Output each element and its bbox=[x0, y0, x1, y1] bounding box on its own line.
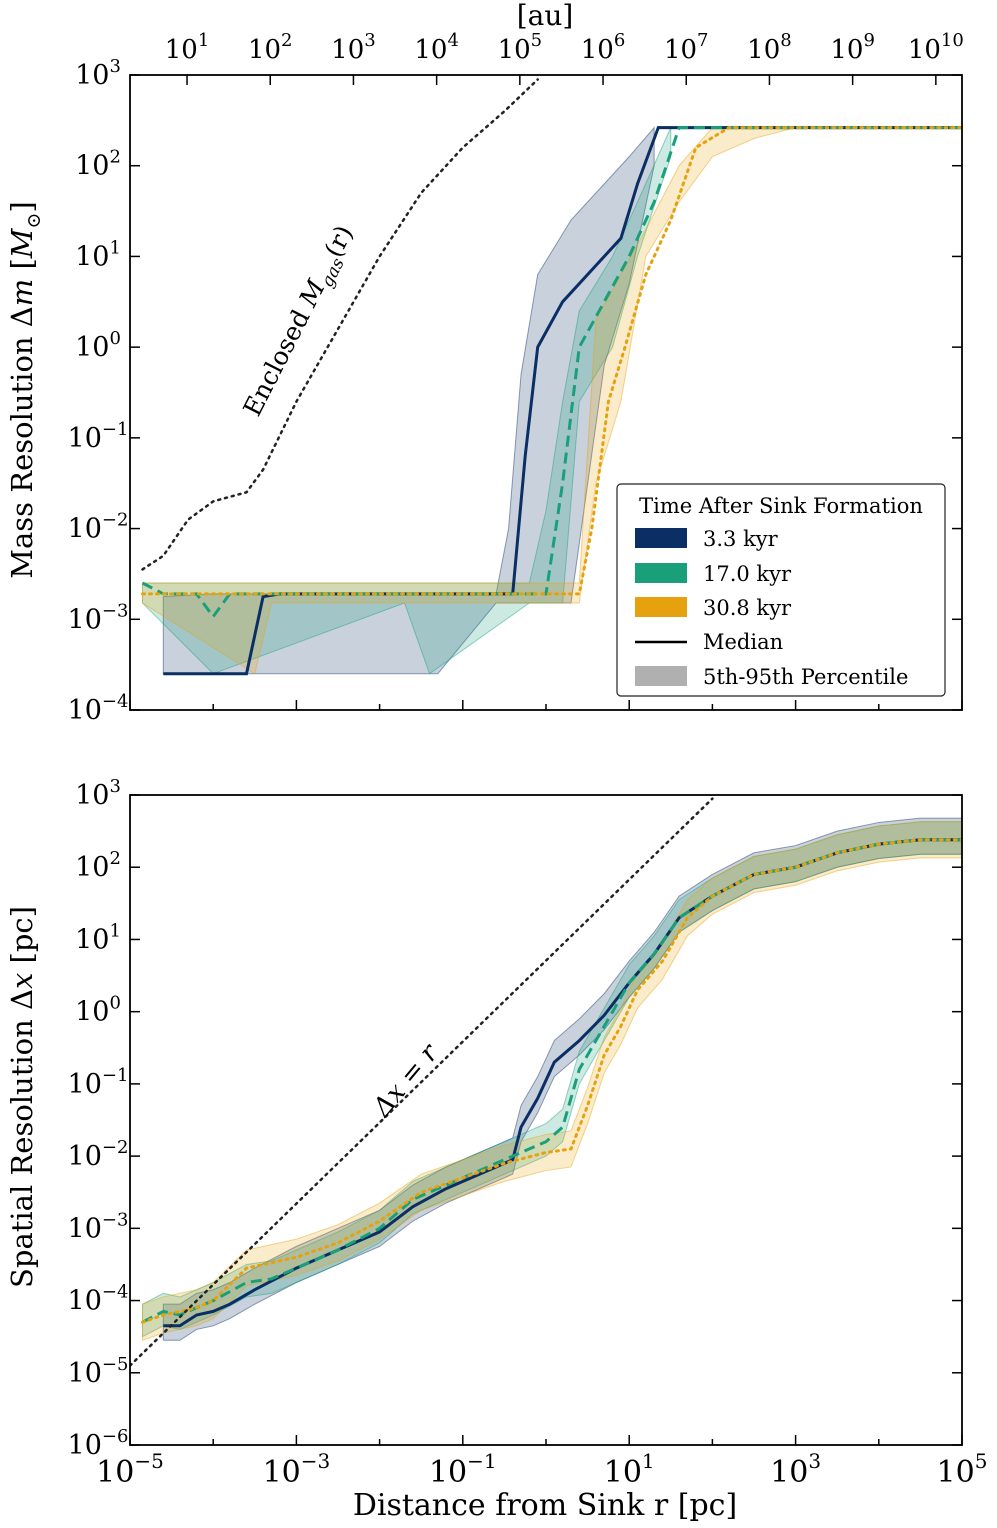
x-tick-label-1: 10−3 bbox=[263, 1449, 331, 1490]
top-tick-label-4: 105 bbox=[498, 30, 543, 65]
top-tick-label-9: 1010 bbox=[908, 30, 964, 65]
x-tick-label-2: 10−1 bbox=[429, 1449, 497, 1490]
top-tick-label-7: 108 bbox=[747, 30, 792, 65]
legend-title: Time After Sink Formation bbox=[639, 494, 923, 518]
top-ytick-label-2: 101 bbox=[75, 237, 121, 272]
bottom-band-0 bbox=[162, 817, 962, 1341]
legend-label-median: Median bbox=[703, 630, 783, 654]
top-plot-area bbox=[141, 78, 962, 676]
bottom-ytick-label-2: 101 bbox=[75, 920, 121, 955]
dx-equals-r-annotation: Δx = r bbox=[367, 1038, 446, 1124]
legend-swatch-3-3 bbox=[635, 528, 687, 548]
x-axis-label: Distance from Sink r [pc] bbox=[353, 1488, 737, 1523]
legend-label-3-3: 3.3 kyr bbox=[703, 527, 779, 551]
axis-labels: [au] Distance from Sink r [pc] Mass Reso… bbox=[5, 0, 987, 1523]
top-ytick-label-3: 100 bbox=[75, 328, 121, 363]
top-panel: 103 102 101 100 10−1 10−2 10−3 10−4 bbox=[68, 56, 963, 726]
top-tick-label-5: 106 bbox=[581, 30, 626, 65]
top-tick-label-6: 107 bbox=[664, 30, 709, 65]
bottom-ytick-label-8: 10−5 bbox=[68, 1354, 129, 1389]
bottom-ytick-label-9: 10−6 bbox=[68, 1426, 129, 1461]
top-band-2 bbox=[141, 127, 796, 675]
top-line-30-8-kyr bbox=[141, 126, 962, 596]
x-tick-label-5: 105 bbox=[937, 1449, 988, 1490]
legend: Time After Sink Formation 3.3 kyr 17.0 k… bbox=[616, 483, 946, 697]
bottom-band-1 bbox=[141, 821, 962, 1338]
x-tick-label-0: 10−5 bbox=[96, 1449, 164, 1490]
bottom-ytick-label-6: 10−3 bbox=[68, 1209, 129, 1244]
bottom-line-30-8-kyr bbox=[141, 838, 962, 1324]
legend-swatch-30-8 bbox=[635, 597, 687, 617]
bottom-ytick-label-5: 10−2 bbox=[68, 1137, 129, 1172]
top-ytick-label-6: 10−3 bbox=[68, 600, 129, 635]
top-line-enclosed-mgas-r- bbox=[141, 78, 539, 571]
top-ytick-label-5: 10−2 bbox=[68, 510, 129, 545]
top-tick-label-1: 102 bbox=[248, 30, 293, 65]
x-tick-label-4: 103 bbox=[770, 1449, 821, 1490]
top-ytick-label-4: 10−1 bbox=[68, 419, 129, 454]
legend-label-17-0: 17.0 kyr bbox=[703, 562, 792, 586]
bottom-ytick-label-7: 10−4 bbox=[68, 1282, 129, 1317]
bottom-ytick-label-3: 100 bbox=[75, 993, 121, 1028]
bottom-plot-area bbox=[130, 797, 962, 1367]
bottom-y-axis-label: Spatial Resolution Δx [pc] bbox=[5, 906, 39, 1288]
bottom-frame bbox=[129, 794, 963, 1446]
top-tick-label-0: 101 bbox=[165, 30, 210, 65]
bottom-line--x-r bbox=[130, 797, 714, 1367]
legend-label-percentile: 5th-95th Percentile bbox=[703, 665, 908, 689]
legend-swatch-percentile bbox=[635, 666, 687, 686]
top-ytick-label-7: 10−4 bbox=[68, 691, 129, 726]
top-y-axis-label: Mass Resolution Δm [M⊙] bbox=[5, 201, 45, 578]
top-tick-label-8: 109 bbox=[830, 30, 875, 65]
bottom-ytick-label-1: 102 bbox=[75, 848, 121, 883]
top-ytick-label-0: 103 bbox=[75, 56, 121, 91]
top-tick-label-3: 104 bbox=[414, 30, 459, 65]
bottom-ytick-label-0: 103 bbox=[75, 776, 121, 811]
bottom-panel: 103 102 101 100 10−1 10−2 10−3 10−4 10−5 10−6 bbox=[68, 776, 963, 1461]
enclosed-mass-annotation: Enclosed Mgas(r) bbox=[238, 221, 364, 423]
legend-frame bbox=[616, 483, 946, 697]
top-ytick-label-1: 102 bbox=[75, 147, 121, 182]
bottom-ytick-label-4: 10−1 bbox=[68, 1065, 129, 1100]
x-tick-label-3: 101 bbox=[604, 1449, 655, 1490]
top-axis-label: [au] bbox=[517, 0, 574, 32]
top-line-17-0-kyr bbox=[141, 126, 962, 620]
legend-swatch-17-0 bbox=[635, 563, 687, 583]
top-tick-label-2: 103 bbox=[331, 30, 376, 65]
legend-label-30-8: 30.8 kyr bbox=[703, 596, 792, 620]
